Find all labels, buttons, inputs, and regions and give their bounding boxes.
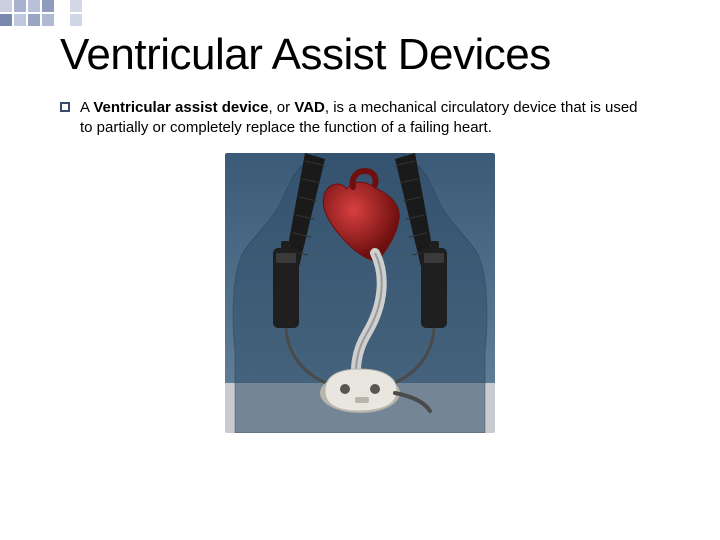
corner-square — [42, 14, 54, 26]
text-bold-1: Ventricular assist device — [93, 99, 268, 116]
corner-square — [56, 0, 68, 12]
corner-square — [28, 0, 40, 12]
corner-square — [70, 14, 82, 26]
slide-content: Ventricular Assist Devices A Ventricular… — [0, 0, 720, 453]
bullet-icon — [60, 102, 70, 112]
body-text: A Ventricular assist device, or VAD, is … — [80, 98, 640, 139]
slide-title: Ventricular Assist Devices — [60, 30, 660, 80]
vad-illustration — [225, 153, 495, 433]
corner-square — [56, 14, 68, 26]
text-mid: , or — [268, 99, 294, 116]
corner-square — [42, 0, 54, 12]
corner-square — [14, 14, 26, 26]
body-paragraph-row: A Ventricular assist device, or VAD, is … — [60, 98, 660, 139]
corner-square — [28, 14, 40, 26]
corner-square — [70, 0, 82, 12]
corner-square — [0, 14, 12, 26]
corner-square — [0, 0, 12, 12]
text-bold-2: VAD — [294, 99, 325, 116]
corner-square — [14, 0, 26, 12]
figure-container — [60, 153, 660, 433]
decorative-corner — [0, 0, 82, 26]
text-lead: A — [80, 99, 93, 116]
